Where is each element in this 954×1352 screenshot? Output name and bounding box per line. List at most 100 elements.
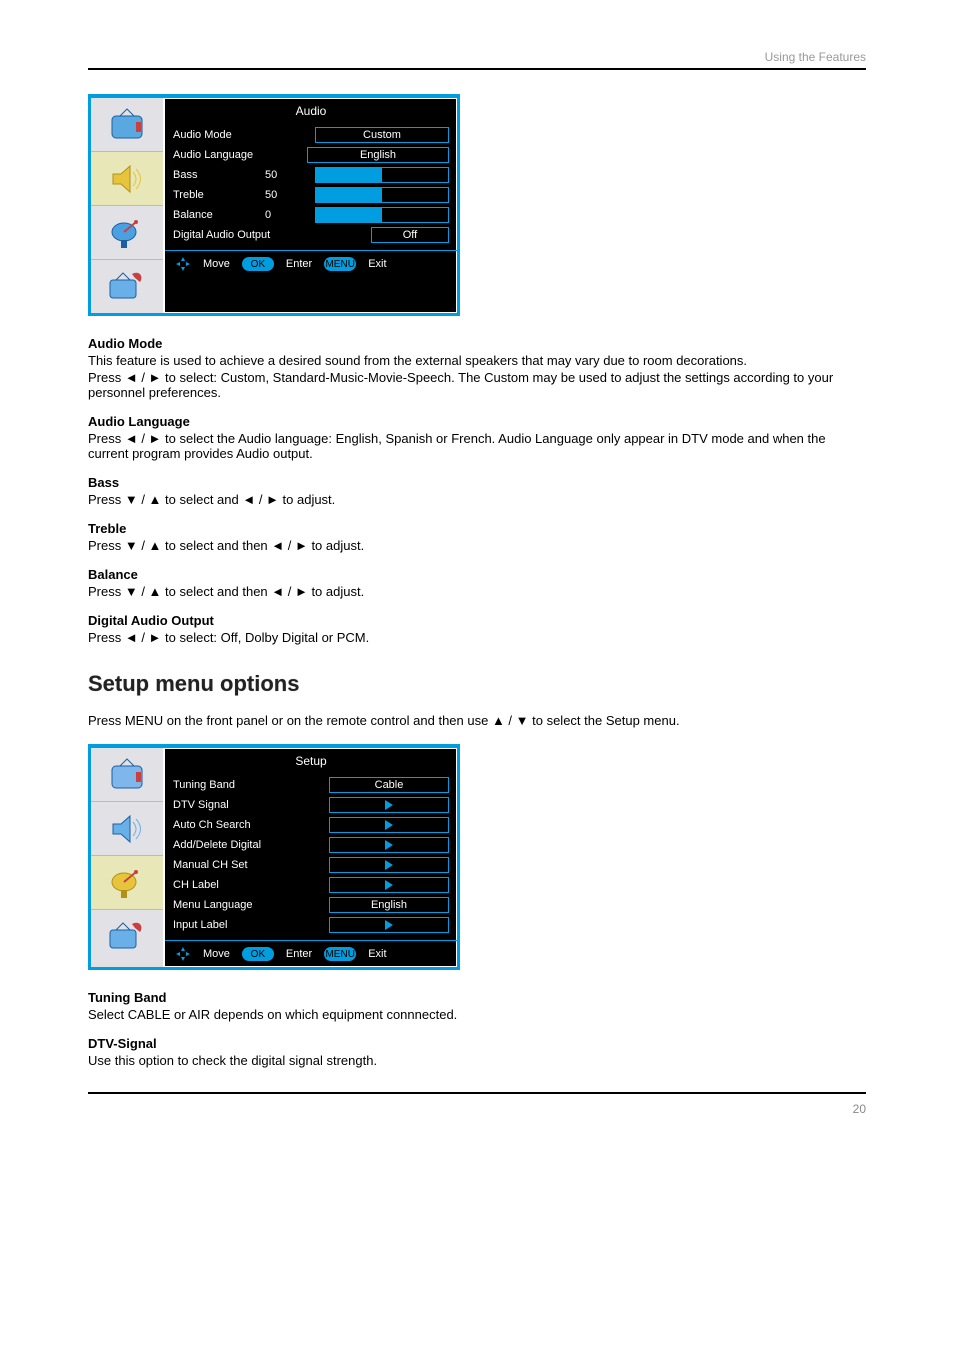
speaker-icon bbox=[106, 160, 148, 198]
footer-move: Move bbox=[203, 258, 230, 270]
ctrl-audio-mode-desc2: Press ◄ / ► to select: Custom, Standard-… bbox=[88, 370, 866, 400]
osd-value-box: English bbox=[307, 147, 449, 163]
osd-row-manual-ch-set[interactable]: Manual CH Set bbox=[173, 856, 449, 874]
osd-row-balance[interactable]: Balance 0 bbox=[173, 206, 449, 224]
osd-enter-box[interactable] bbox=[329, 797, 449, 813]
ctrl-audio-mode-heading: Audio Mode bbox=[88, 336, 866, 351]
osd-row-treble[interactable]: Treble 50 bbox=[173, 186, 449, 204]
osd-tab-column bbox=[91, 748, 165, 967]
audio-side-instructions: 1. Use ▲ / ▼ to select the option then 2… bbox=[480, 94, 866, 252]
osd-row-dtv-signal[interactable]: DTV Signal bbox=[173, 796, 449, 814]
ctrl-bass-desc: Press ▼ / ▲ to select and ◄ / ► to adjus… bbox=[88, 492, 866, 507]
osd-enter-box[interactable] bbox=[329, 817, 449, 833]
osd-row-add-delete-digital[interactable]: Add/Delete Digital bbox=[173, 836, 449, 854]
osd-slider[interactable] bbox=[315, 187, 449, 203]
osd-tab-lock[interactable] bbox=[91, 910, 163, 963]
osd-number: 0 bbox=[265, 209, 309, 221]
osd-row-bass[interactable]: Bass 50 bbox=[173, 166, 449, 184]
enter-icon bbox=[385, 820, 393, 830]
osd-tab-lock[interactable] bbox=[91, 260, 163, 313]
ctrl-dtv-signal-heading: DTV-Signal bbox=[88, 1036, 866, 1051]
setup-osd-panel: Setup Tuning Band Cable DTV Signal Auto … bbox=[88, 744, 460, 970]
down-arrow-icon: ▼ bbox=[543, 837, 554, 856]
footer-exit: Exit bbox=[368, 258, 386, 270]
satellite-dish-icon bbox=[106, 214, 148, 252]
setup-side-instructions: 1. Use ▲ / ▼ to select the option. 2. Pr… bbox=[480, 744, 866, 896]
osd-enter-box[interactable] bbox=[329, 837, 449, 853]
ctrl-audio-language-desc: Press ◄ / ► to select the Audio language… bbox=[88, 431, 866, 461]
footer-ok-pill[interactable]: OK bbox=[242, 257, 274, 271]
move-icon bbox=[175, 256, 191, 272]
setup-row: Setup Tuning Band Cable DTV Signal Auto … bbox=[88, 744, 866, 970]
osd-row-audio-language[interactable]: Audio Language English bbox=[173, 146, 449, 164]
osd-label: Menu Language bbox=[173, 899, 323, 911]
osd-row-tuning-band[interactable]: Tuning Band Cable bbox=[173, 776, 449, 794]
instr-line-2: 2. Press ◄ / ► to adjust. bbox=[480, 230, 866, 252]
tv-settings-icon bbox=[106, 918, 148, 956]
osd-label: Treble bbox=[173, 189, 259, 201]
up-arrow-icon: ▲ bbox=[521, 193, 532, 212]
instr-line-1: 1. Use ▲ / ▼ to select the option then bbox=[480, 190, 866, 212]
osd-tab-audio[interactable] bbox=[91, 152, 163, 206]
ctrl-tuning-band-desc: Select CABLE or AIR depends on which equ… bbox=[88, 1007, 866, 1022]
osd-enter-box[interactable] bbox=[329, 877, 449, 893]
ctrl-bass-heading: Bass bbox=[88, 475, 866, 490]
osd-enter-box[interactable] bbox=[329, 857, 449, 873]
manual-page: Using the Features bbox=[0, 0, 954, 1176]
osd-title: Setup bbox=[173, 754, 449, 768]
footer-menu-pill[interactable]: MENU bbox=[324, 947, 356, 961]
footer-move: Move bbox=[203, 948, 230, 960]
setup-section-heading: Setup menu options bbox=[88, 671, 866, 697]
tv-icon bbox=[106, 756, 148, 794]
footer-enter: Enter bbox=[286, 258, 312, 270]
bottom-rule bbox=[88, 1092, 866, 1094]
osd-row-digital-audio-output[interactable]: Digital Audio Output Off bbox=[173, 226, 449, 244]
osd-row-input-label[interactable]: Input Label bbox=[173, 916, 449, 934]
enter-icon bbox=[385, 800, 393, 810]
ctrl-dao-desc: Press ◄ / ► to select: Off, Dolby Digita… bbox=[88, 630, 866, 645]
osd-tab-audio[interactable] bbox=[91, 802, 163, 856]
osd-tab-setup[interactable] bbox=[91, 206, 163, 260]
osd-row-audio-mode[interactable]: Audio Mode Custom bbox=[173, 126, 449, 144]
osd-row-ch-label[interactable]: CH Label bbox=[173, 876, 449, 894]
right-arrow-icon: ► bbox=[553, 877, 564, 896]
enter-icon bbox=[385, 840, 393, 850]
ctrl-treble-heading: Treble bbox=[88, 521, 866, 536]
osd-content: Setup Tuning Band Cable DTV Signal Auto … bbox=[165, 748, 457, 967]
instr-line-1: 1. Use ▲ / ▼ to select the option. bbox=[480, 834, 866, 856]
ctrl-balance-heading: Balance bbox=[88, 567, 866, 582]
osd-enter-box[interactable] bbox=[329, 917, 449, 933]
osd-label: Manual CH Set bbox=[173, 859, 323, 871]
ctrl-audio-language-heading: Audio Language bbox=[88, 414, 866, 429]
left-arrow-icon: ◄ bbox=[531, 233, 542, 252]
osd-label: DTV Signal bbox=[173, 799, 323, 811]
osd-slider[interactable] bbox=[315, 207, 449, 223]
osd-label: Add/Delete Digital bbox=[173, 839, 323, 851]
osd-slider[interactable] bbox=[315, 167, 449, 183]
tv-icon bbox=[106, 106, 148, 144]
down-arrow-icon: ▼ bbox=[543, 193, 554, 212]
audio-osd-panel: Audio Audio Mode Custom Audio Language E… bbox=[88, 94, 460, 316]
osd-tab-setup[interactable] bbox=[91, 856, 163, 910]
enter-icon bbox=[385, 920, 393, 930]
osd-label: Input Label bbox=[173, 919, 323, 931]
osd-label: Auto Ch Search bbox=[173, 819, 323, 831]
footer-menu-pill[interactable]: MENU bbox=[324, 257, 356, 271]
osd-label: Digital Audio Output bbox=[173, 229, 301, 241]
osd-tab-video[interactable] bbox=[91, 98, 163, 152]
satellite-dish-icon bbox=[106, 864, 148, 902]
audio-row: Audio Audio Mode Custom Audio Language E… bbox=[88, 94, 866, 316]
osd-label: Audio Language bbox=[173, 149, 301, 161]
speaker-icon bbox=[106, 810, 148, 848]
enter-icon bbox=[385, 860, 393, 870]
footer-enter: Enter bbox=[286, 948, 312, 960]
osd-title: Audio bbox=[173, 104, 449, 118]
osd-number: 50 bbox=[265, 189, 309, 201]
osd-tab-video[interactable] bbox=[91, 748, 163, 802]
enter-icon bbox=[385, 880, 393, 890]
ctrl-tuning-band-heading: Tuning Band bbox=[88, 990, 866, 1005]
osd-row-auto-ch-search[interactable]: Auto Ch Search bbox=[173, 816, 449, 834]
osd-value-box: Custom bbox=[315, 127, 449, 143]
osd-row-menu-language[interactable]: Menu Language English bbox=[173, 896, 449, 914]
footer-ok-pill[interactable]: OK bbox=[242, 947, 274, 961]
